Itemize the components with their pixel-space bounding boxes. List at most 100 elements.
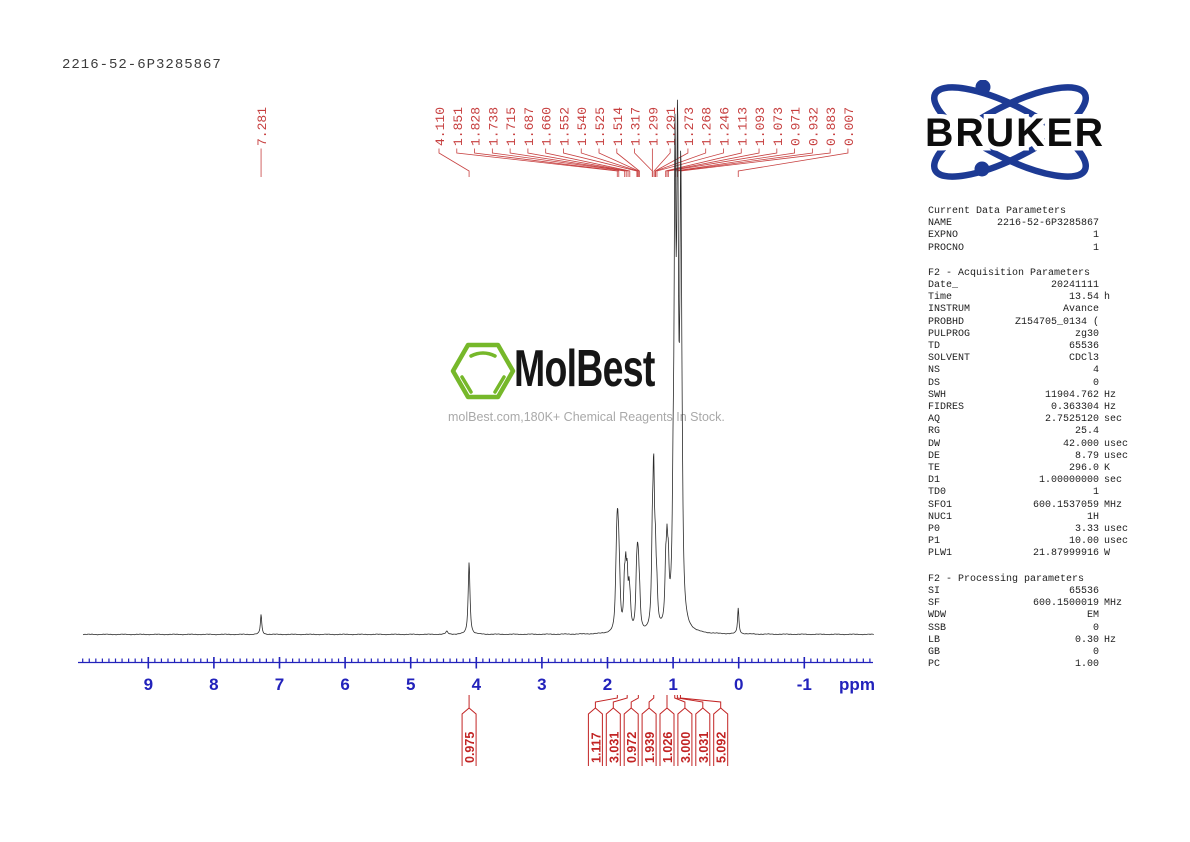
integral-label: 0.975 — [463, 732, 477, 763]
param-row: NS 4 — [928, 365, 1099, 377]
peak-labels: 7.281 4.110 1.851 1.828 1.738 1.715 1.687 1.660… — [255, 107, 857, 146]
parameters-panel: Current Data Parameters NAME 2216-52-6P328… — [928, 206, 1138, 684]
molbest-watermark: MolBest molBest.com,180K+ Chemical Reage… — [448, 338, 778, 433]
integral-label: 1.117 — [589, 732, 603, 763]
param-row: TE 296.0 K — [928, 463, 1111, 475]
integral-label: 3.000 — [679, 732, 693, 763]
integral-leader — [679, 695, 722, 708]
integral-label: 1.939 — [643, 732, 657, 763]
spectrum-trace — [82, 99, 874, 636]
peak-label: 1.851 — [451, 107, 466, 146]
integral-bracket — [674, 695, 693, 766]
param-row: PROBHD Z154705_0134 ( — [928, 316, 1099, 328]
param-row: DS 0 — [928, 377, 1099, 389]
param-row: NAME 2216-52-6P3285867 — [928, 218, 1099, 230]
integral-leader — [630, 695, 639, 708]
peak-label: 1.273 — [682, 107, 697, 146]
integral-bracket — [679, 695, 729, 766]
axis-tick-label: 2 — [603, 675, 612, 694]
param-row: SF 600.1500019 MHz — [928, 598, 1123, 610]
integral-leader — [674, 695, 686, 708]
param-row: PC 1.00 — [928, 659, 1099, 671]
integrals: 0.975 1.117 3.031 0.972 1.939 1.026 3.000 3.031… — [461, 695, 729, 766]
integral-bracket — [587, 695, 618, 766]
axis-tick-label: 1 — [668, 675, 677, 694]
peak-label: 4.110 — [433, 107, 448, 146]
axis-tick-label: 0 — [734, 675, 743, 694]
param-row: FIDRES 0.363304 Hz — [928, 402, 1117, 414]
param-section-header: F2 - Processing parameters — [928, 573, 1085, 585]
integral-leader — [648, 695, 655, 708]
bruker-wordmark: BRUKER — [925, 111, 1105, 155]
integral-label: 3.031 — [607, 732, 621, 763]
axis-tick-label: 7 — [275, 675, 284, 694]
integral-leader — [594, 695, 618, 708]
param-row: Time 13.54 h — [928, 292, 1111, 304]
param-row: D1 1.00000000 sec — [928, 475, 1123, 487]
peak-label: 1.268 — [700, 107, 715, 146]
param-row: DE 8.79 usec — [928, 450, 1129, 462]
sample-id: 2216-52-6P3285867 — [62, 57, 222, 73]
param-row: RG 25.4 — [928, 426, 1099, 438]
peak-label: 1.525 — [593, 107, 608, 146]
axis-tick-label: 5 — [406, 675, 415, 694]
integral-bracket — [641, 695, 657, 766]
bruker-orbits-icon — [930, 79, 1090, 180]
peak-label: 1.687 — [522, 107, 537, 146]
peak-label: 1.317 — [629, 107, 644, 146]
peak-label: 1.552 — [557, 107, 572, 146]
axis-tick-label: 6 — [340, 675, 349, 694]
molbest-brand-text: MolBest — [514, 340, 655, 398]
axis-tick-label: 8 — [209, 675, 218, 694]
integral-bracket — [605, 695, 628, 766]
param-section-header: F2 - Acquisition Parameters — [928, 267, 1091, 279]
integral-bracket — [676, 695, 711, 766]
param-row: LB 0.30 Hz — [928, 634, 1117, 646]
param-row: TD0 1 — [928, 487, 1099, 499]
integral-bracket — [461, 695, 477, 766]
integral-leader — [612, 695, 628, 708]
peak-label: 1.246 — [717, 107, 732, 146]
peak-label-leaders — [260, 148, 849, 177]
integral-label: 3.031 — [697, 732, 711, 763]
param-row: PLW1 21.87999916 W — [928, 548, 1111, 560]
integral-label: 5.092 — [715, 732, 729, 763]
axis-tick-label: 3 — [537, 675, 546, 694]
param-row: SI 65536 — [928, 585, 1099, 597]
param-row: P1 10.00 usec — [928, 536, 1129, 548]
axis-tick-label: 4 — [472, 675, 482, 694]
bruker-logo: BRUKER — [921, 79, 1112, 190]
peak-label: 1.514 — [611, 107, 626, 146]
param-row: NUC1 1H — [928, 511, 1099, 523]
peak-label: 1.073 — [771, 107, 786, 146]
param-row: SWH 11904.762 Hz — [928, 389, 1117, 401]
integral-bracket — [659, 695, 675, 766]
param-row: TD 65536 — [928, 341, 1099, 353]
peak-label: 0.932 — [806, 107, 821, 146]
param-row: AQ 2.7525120 sec — [928, 414, 1123, 426]
peak-label: 0.971 — [789, 107, 804, 146]
axis-tick-label: -1 — [797, 675, 812, 694]
param-row: SSB 0 — [928, 622, 1099, 634]
peak-label: 1.738 — [486, 107, 501, 146]
peak-label: 1.113 — [735, 107, 750, 146]
molbest-tagline: molBest.com,180K+ Chemical Reagents In S… — [448, 410, 725, 424]
param-row: DW 42.000 usec — [928, 438, 1129, 450]
peak-label: 0.007 — [842, 107, 857, 146]
param-row: SOLVENT CDCl3 — [928, 353, 1099, 365]
param-row: PULPROG zg30 — [928, 328, 1099, 340]
peak-label: 1.093 — [753, 107, 768, 146]
peak-label: 0.883 — [824, 107, 839, 146]
peak-label: 1.828 — [469, 107, 484, 146]
peak-label: 7.281 — [255, 107, 270, 146]
param-row: GB 0 — [928, 646, 1099, 658]
param-row: INSTRUM Avance — [928, 304, 1099, 316]
integral-label: 1.026 — [661, 732, 675, 763]
param-row: EXPNO 1 — [928, 230, 1099, 242]
param-section-header: Current Data Parameters — [928, 206, 1067, 217]
axis-unit-label: ppm — [839, 675, 875, 694]
param-row: PROCNO 1 — [928, 242, 1099, 254]
peak-label: 1.660 — [540, 107, 555, 146]
